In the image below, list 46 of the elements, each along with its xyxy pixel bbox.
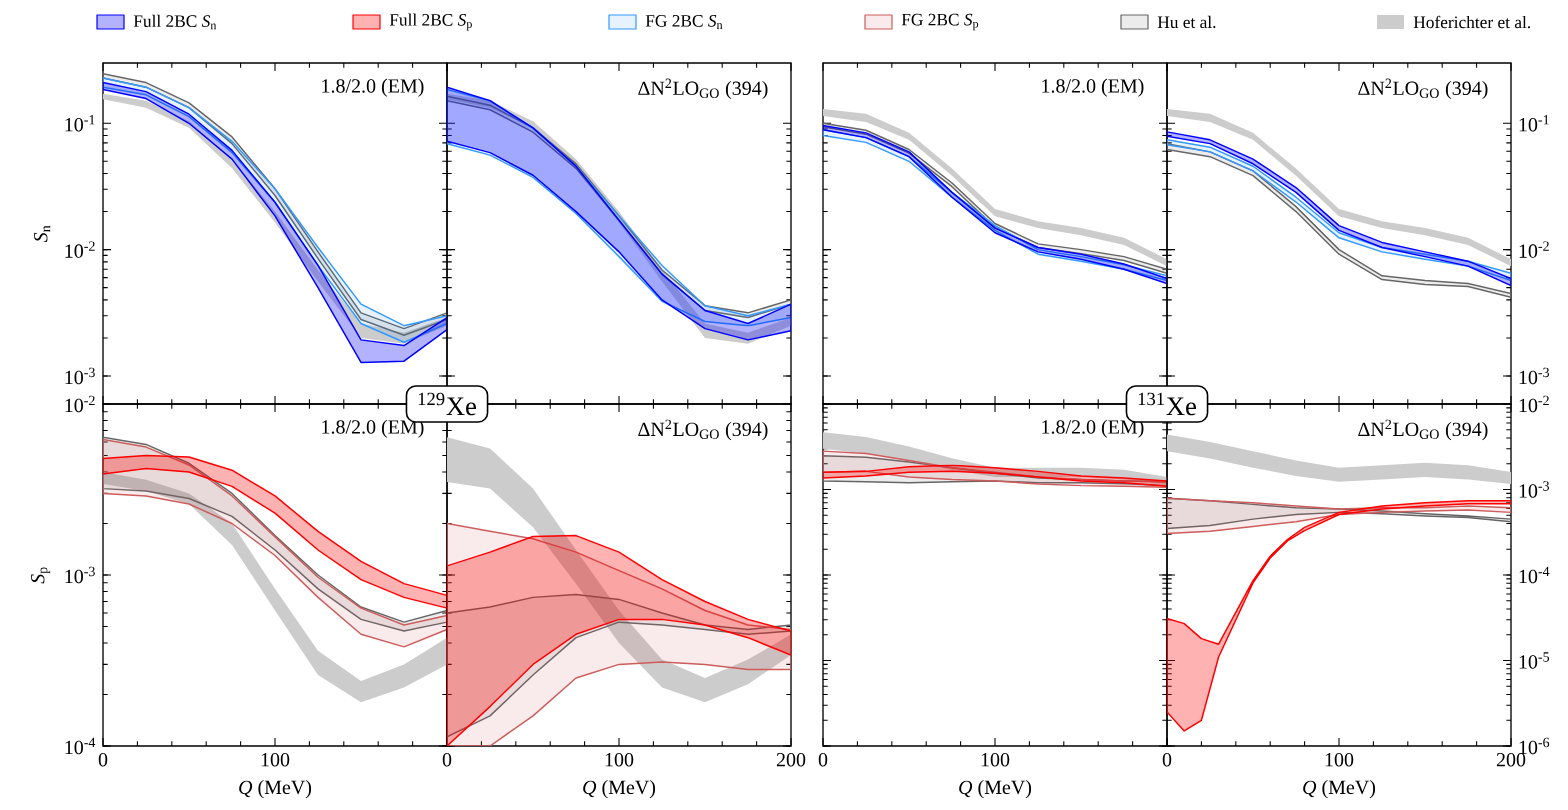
- y-tick-label: 10$^{-2}$: [1519, 395, 1549, 413]
- legend-label: Full 2BC S$_{n}$: [133, 14, 217, 30]
- x-tick-label: 100: [261, 752, 290, 767]
- text: 1.8/2.0 (EM): [322, 78, 424, 97]
- y-axis-title: S$_{n}$: [34, 225, 51, 243]
- y-tick-label: 10$^{-3}$: [1519, 367, 1550, 385]
- legend-label: FG 2BC S$_{n}$: [645, 15, 723, 29]
- text: ΔN$^{2}$LO$_{GO}$ (394): [1358, 78, 1488, 100]
- legend-label: Full 2BC S$_{p}$: [389, 13, 472, 31]
- text: 1.8/2.0 (EM): [322, 419, 424, 438]
- x-tick-label: 0: [442, 752, 452, 767]
- y-tick-label: 10$^{-1}$: [1519, 115, 1549, 132]
- x-tick-label: 200: [776, 752, 806, 767]
- y-tick-label: 10$^{-2}$: [65, 395, 95, 413]
- y-tick-label: 10$^{-2}$: [1519, 241, 1549, 258]
- x-tick-label: 100: [605, 752, 634, 767]
- y-tick-label: 10$^{-5}$: [1519, 652, 1550, 669]
- x-axis-title: Q (MeV): [959, 780, 1032, 799]
- x-axis-title: Q (MeV): [1303, 780, 1376, 799]
- x-tick-label: 100: [1325, 752, 1354, 767]
- y-axis-title: S$_{p}$: [31, 567, 51, 584]
- y-tick-label: 10$^{-1}$: [65, 115, 95, 132]
- y-tick-label: 10$^{-3}$: [1519, 481, 1550, 498]
- y-tick-label: 10$^{-6}$: [1519, 737, 1550, 755]
- x-tick-label: 200: [1496, 752, 1526, 767]
- x-tick-label: 0: [818, 752, 828, 767]
- legend-label: Hu et al.: [1157, 15, 1216, 29]
- x-tick-label: 0: [98, 752, 108, 767]
- text: ΔN$^{2}$LO$_{GO}$ (394): [1358, 419, 1488, 441]
- x-axis-title: Q (MeV): [239, 780, 312, 799]
- x-axis-title: Q (MeV): [583, 780, 656, 799]
- text: 1.8/2.0 (EM): [1042, 78, 1144, 97]
- y-tick-label: 10$^{-2}$: [65, 241, 95, 258]
- text: 1.8/2.0 (EM): [1042, 419, 1144, 438]
- text: ΔN$^{2}$LO$_{GO}$ (394): [638, 78, 768, 100]
- legend-label: FG 2BC S$_{p}$: [901, 13, 979, 31]
- x-tick-label: 100: [981, 752, 1010, 767]
- legend-label: Hoferichter et al.: [1413, 15, 1531, 29]
- x-tick-label: 0: [1162, 752, 1172, 767]
- y-tick-label: 10$^{-4}$: [1519, 566, 1550, 584]
- annotation: $^{129}$Xe: [418, 392, 476, 416]
- y-tick-label: 10$^{-3}$: [65, 367, 95, 385]
- annotation: $^{131}$Xe: [1138, 392, 1196, 416]
- text: ΔN$^{2}$LO$_{GO}$ (394): [638, 419, 768, 441]
- y-tick-label: 10$^{-4}$: [65, 737, 96, 755]
- y-tick-label: 10$^{-3}$: [65, 566, 95, 584]
